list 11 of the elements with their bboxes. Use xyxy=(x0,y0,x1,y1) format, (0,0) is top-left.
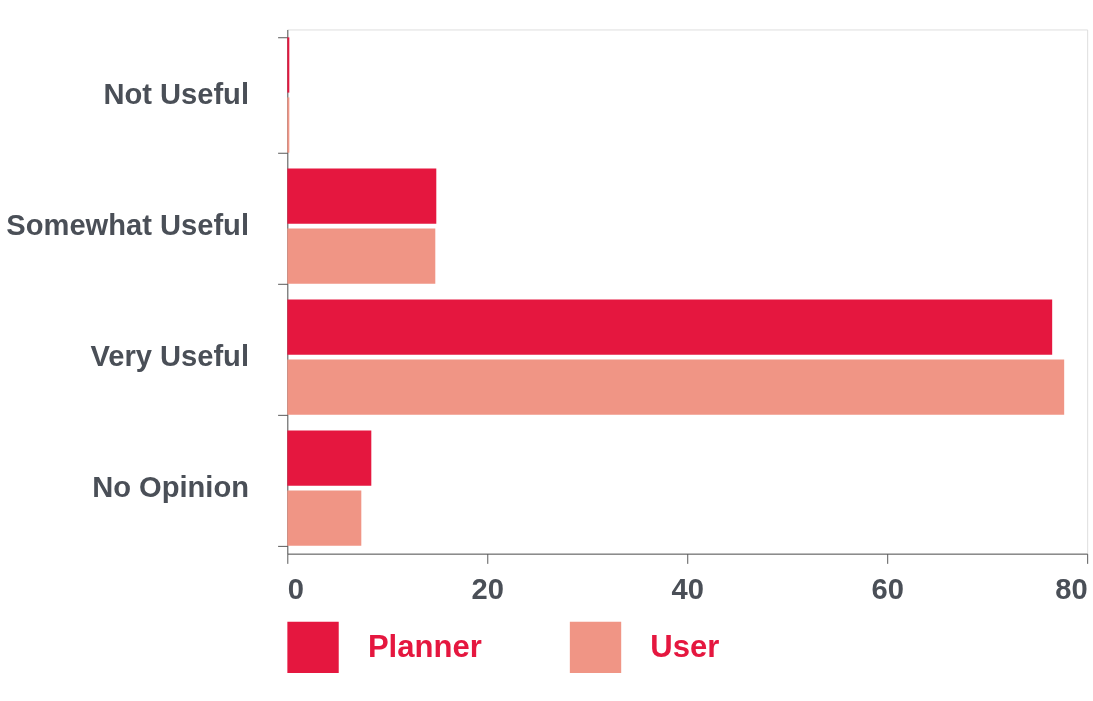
legend-label: Planner xyxy=(367,629,482,665)
y-tick-label: Not Useful xyxy=(103,78,249,111)
x-tick-label: 40 xyxy=(671,572,704,605)
y-tick-label: No Opinion xyxy=(92,471,249,504)
x-tick-label: 80 xyxy=(1055,572,1088,605)
y-tick-label: Very Useful xyxy=(90,340,249,373)
y-tick-label: Somewhat Useful xyxy=(6,209,249,242)
x-tick-label: 20 xyxy=(471,572,504,605)
x-tick-label: 0 xyxy=(287,572,305,605)
legend-label: User xyxy=(650,629,720,665)
x-tick-label: 60 xyxy=(871,572,904,605)
